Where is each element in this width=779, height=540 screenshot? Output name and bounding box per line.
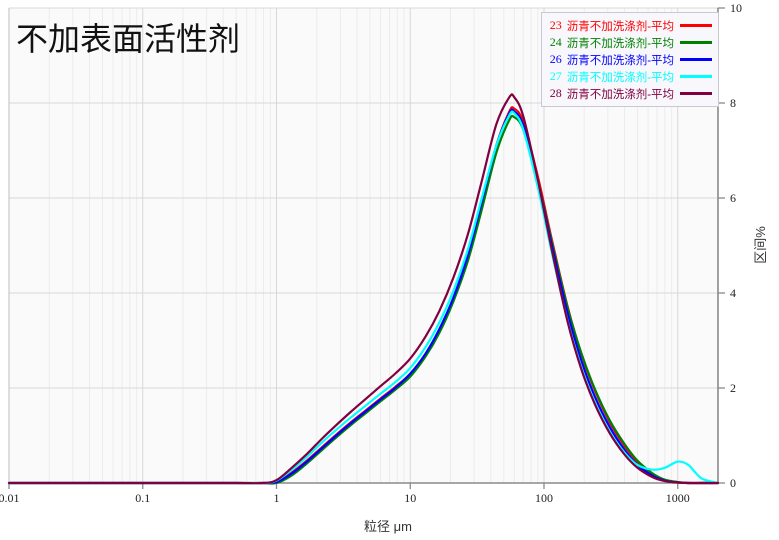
chart-title: 不加表面活性剂 — [16, 21, 241, 57]
x-tick-label: 0.1 — [135, 491, 150, 505]
x-tick-label: 1000 — [666, 491, 690, 505]
series-line-28 — [7, 93, 720, 485]
legend-item-number: 26 — [549, 52, 562, 66]
legend-color-swatch — [680, 75, 712, 78]
legend-item[interactable]: 28 沥青不加洗涤剂-平均 — [548, 85, 712, 102]
legend-color-swatch — [680, 58, 712, 61]
legend-item-number: 23 — [549, 18, 562, 32]
y-tick-label: 10 — [730, 1, 742, 15]
y-tick-label: 4 — [730, 286, 736, 300]
y-axis-title: 区间% — [753, 226, 768, 264]
x-tick-label: 100 — [535, 491, 553, 505]
x-tick-label: 1 — [273, 491, 279, 505]
y-tick-label: 0 — [730, 476, 736, 490]
legend-color-swatch — [680, 92, 712, 95]
legend-item-label: 沥青不加洗涤剂-平均 — [566, 37, 675, 50]
y-tick-label: 6 — [730, 191, 736, 205]
x-axis-title: 粒径 μm — [364, 519, 412, 534]
legend-item-label: 沥青不加洗涤剂-平均 — [566, 88, 675, 101]
y-tick-label: 8 — [730, 96, 736, 110]
legend-item-label: 沥青不加洗涤剂-平均 — [566, 54, 675, 67]
chart-legend: 23 沥青不加洗涤剂-平均 24 沥青不加洗涤剂-平均 26 沥青不加洗涤剂-平均 27 沥青… — [541, 12, 719, 107]
legend-item-number: 24 — [549, 35, 562, 49]
x-tick-label: 10 — [404, 491, 416, 505]
legend-item-number: 27 — [549, 69, 562, 83]
legend-item-label: 沥青不加洗涤剂-平均 — [566, 20, 675, 33]
x-tick-label: 0.01 — [0, 491, 20, 505]
data-series-group — [7, 93, 720, 485]
y-tick-label: 2 — [730, 381, 736, 395]
legend-item[interactable]: 24 沥青不加洗涤剂-平均 — [548, 34, 712, 51]
legend-item-label: 沥青不加洗涤剂-平均 — [566, 71, 675, 84]
minor-gridlines — [48, 8, 719, 483]
legend-item-number: 28 — [549, 86, 562, 100]
legend-color-swatch — [680, 24, 712, 27]
legend-item[interactable]: 26 沥青不加洗涤剂-平均 — [548, 51, 712, 68]
legend-item[interactable]: 23 沥青不加洗涤剂-平均 — [548, 17, 712, 34]
legend-color-swatch — [680, 41, 712, 44]
legend-item[interactable]: 27 沥青不加洗涤剂-平均 — [548, 68, 712, 85]
